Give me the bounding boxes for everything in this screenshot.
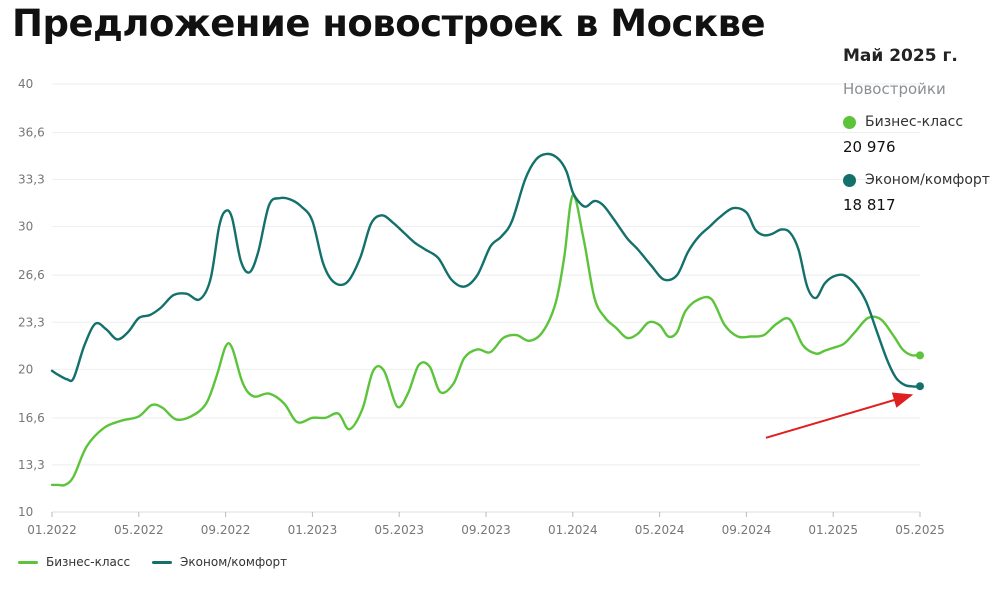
y-tick-label: 40 — [18, 77, 33, 91]
x-tick-label: 09.2022 — [201, 523, 251, 537]
business-end-dot — [916, 351, 924, 360]
x-axis-ticks: 01.2022 05.2022 09.2022 01.2023 05.2023 09.20… — [27, 512, 945, 537]
y-axis-ticks: 10 13,3 16,6 20 23,3 26,6 30 33,3 36,6 40 — [18, 77, 45, 519]
x-tick-label: 09.2023 — [461, 523, 511, 537]
y-tick-label: 23,3 — [18, 315, 45, 329]
page-title: Предложение новостроек в Москве — [12, 2, 766, 45]
red-arrow-annotation — [765, 392, 914, 439]
legend-economy-label: Эконом/комфорт — [180, 555, 288, 569]
business-label-text: Бизнес-класс — [865, 114, 964, 130]
y-tick-label: 10 — [18, 505, 33, 519]
economy-dot-icon — [843, 173, 856, 187]
legend-item-economy[interactable]: Эконом/комфорт — [152, 555, 287, 569]
x-tick-label: 01.2024 — [548, 523, 598, 537]
x-tick-label: 05.2025 — [895, 523, 945, 537]
chart-grid — [52, 83, 920, 513]
y-tick-label: 36,6 — [18, 126, 45, 140]
economy-label-text: Эконом/комфорт — [865, 172, 990, 188]
y-tick-label: 33,3 — [18, 173, 45, 187]
legend-business-swatch — [18, 560, 38, 564]
economy-series-line — [50, 152, 922, 388]
legend-business-label: Бизнес-класс — [46, 555, 131, 569]
x-tick-label: 01.2023 — [288, 523, 338, 537]
economy-end-dot — [916, 382, 924, 391]
y-tick-label: 30 — [18, 220, 33, 234]
business-series-line — [50, 194, 922, 487]
legend-economy-swatch — [152, 560, 173, 564]
panel-subtitle: Новостройки — [843, 80, 946, 98]
x-tick-label: 01.2022 — [27, 523, 77, 537]
y-tick-label: 16,6 — [18, 411, 45, 425]
chart-legend: Бизнес-класс Эконом/комфорт — [18, 555, 309, 569]
y-tick-label: 20 — [18, 362, 33, 376]
x-tick-label: 05.2024 — [635, 523, 685, 537]
chart-annotations — [765, 392, 914, 439]
legend-item-business[interactable]: Бизнес-класс — [18, 555, 130, 569]
period-label: Май 2025 г. — [843, 46, 958, 66]
y-tick-label: 13,3 — [18, 458, 45, 472]
x-tick-label: 09.2024 — [722, 523, 772, 537]
business-value: 20 976 — [843, 138, 896, 156]
business-dot-icon — [843, 115, 856, 129]
chart-lines — [50, 152, 924, 487]
economy-entry-label: Эконом/комфорт — [843, 172, 990, 188]
x-tick-label: 01.2025 — [808, 523, 858, 537]
economy-value: 18 817 — [843, 196, 896, 214]
x-tick-label: 05.2022 — [114, 523, 164, 537]
y-tick-label: 26,6 — [18, 268, 45, 282]
business-entry-label: Бизнес-класс — [843, 114, 963, 130]
x-tick-label: 05.2023 — [374, 523, 424, 537]
